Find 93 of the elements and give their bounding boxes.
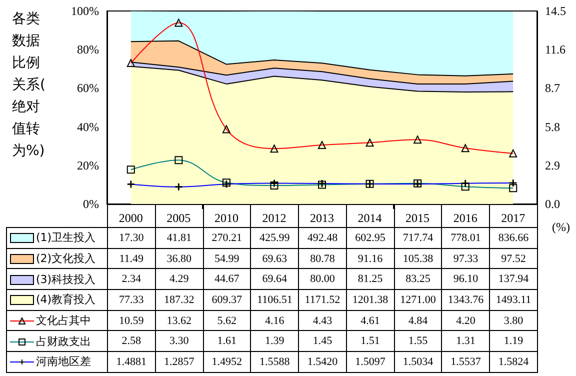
text: 137.94 [490, 268, 538, 290]
x-tick-label: 2012 [262, 211, 286, 225]
text: 97.52 [490, 248, 538, 269]
legend-label: 占财政支出 [36, 334, 91, 348]
text: 69.64 [250, 268, 299, 290]
data-label: 3.30 [155, 330, 204, 352]
text: 80.78 [298, 248, 346, 269]
data-label: 4.20 [442, 310, 490, 331]
data-label: 4.84 [394, 310, 442, 331]
data-label: 4.43 [298, 310, 346, 331]
data-label: 1.55 [394, 330, 442, 352]
text: 4.29 [155, 268, 204, 290]
x-tick-label: 2005 [166, 211, 191, 225]
x-tick-label: 2017 [501, 211, 526, 225]
data-label: 1.31 [442, 330, 490, 352]
data-label: 1.45 [298, 330, 346, 352]
data-label: 1.5097 [346, 352, 394, 372]
text: 69.63 [250, 248, 299, 269]
y2-tick-label: 14.5 [545, 4, 566, 18]
data-label: 10.59 [108, 310, 156, 331]
data-label: 1.5824 [490, 352, 538, 372]
data-label: 13.62 [155, 310, 204, 331]
text: 836.66 [490, 228, 538, 248]
data-label: 3.80 [490, 310, 538, 331]
legend-label: (4)教育投入 [36, 293, 96, 306]
text: 425.99 [250, 228, 299, 248]
data-label: 1.5537 [442, 352, 490, 372]
text: 83.25 [394, 268, 442, 290]
y-tick-label: 0% [83, 197, 99, 211]
y2-axis-title: (%) [552, 220, 570, 234]
data-label: 1.4881 [108, 352, 156, 372]
text: 1171.52 [298, 290, 346, 310]
x-tick-label: 2013 [310, 211, 334, 225]
y-tick-label: 80% [77, 42, 99, 57]
text: 96.10 [442, 268, 490, 290]
data-label: 1.61 [203, 330, 251, 352]
data-label: 5.62 [203, 310, 251, 331]
text: 97.33 [442, 248, 490, 269]
text: 602.95 [346, 228, 394, 248]
text: 11.49 [108, 248, 156, 269]
y2-tick-label: 11.6 [545, 42, 566, 57]
legend-label: 河南地区差 [36, 355, 91, 368]
legend-label: 文化占其中 [36, 314, 91, 328]
text: 77.33 [108, 290, 156, 310]
data-label: 1.5588 [250, 352, 299, 372]
x-tick-label: 2014 [358, 211, 382, 225]
y-axis-title: 各类数据比例关系(绝对值转为%) [12, 11, 46, 159]
text: 91.16 [346, 248, 394, 269]
data-label: 1.5420 [298, 352, 346, 372]
y2-tick-label: 2.9 [545, 158, 560, 172]
y2-tick-label: 5.8 [545, 120, 560, 134]
text: 1343.76 [442, 290, 490, 310]
text: 1271.00 [394, 290, 442, 310]
data-label: 4.16 [250, 310, 299, 331]
text: 778.01 [442, 228, 490, 248]
text: 187.32 [155, 290, 204, 310]
data-label: 4.61 [346, 310, 394, 331]
data-label: 1.5034 [394, 352, 442, 372]
data-label: 1.2857 [155, 352, 204, 372]
text: 1106.51 [250, 290, 299, 310]
y-tick-label: 20% [77, 158, 99, 172]
legend-label: (2)文化投入 [36, 252, 96, 266]
text: 492.48 [298, 228, 346, 248]
data-label: 1.39 [250, 330, 299, 352]
y-tick-label: 60% [77, 81, 99, 96]
text: 1493.11 [490, 290, 538, 310]
x-tick-label: 2010 [214, 211, 238, 225]
x-tick-label: 2000 [118, 211, 143, 225]
x-tick-label: 2016 [453, 211, 478, 225]
text: 17.30 [108, 228, 156, 248]
text: 54.99 [203, 248, 251, 269]
data-label: 1.4952 [203, 352, 251, 372]
y2-tick-label: 0.0 [545, 197, 560, 211]
text: 1201.38 [346, 290, 394, 310]
text: 36.80 [155, 248, 204, 269]
legend-label: (1)卫生投入 [36, 231, 96, 244]
legend-label: (3)科技投入 [36, 272, 96, 286]
y2-tick-label: 8.7 [545, 81, 560, 96]
text: 80.00 [298, 268, 346, 290]
y-tick-label: 100% [71, 4, 99, 18]
text: 44.67 [203, 268, 251, 290]
data-label: 2.58 [108, 330, 156, 352]
text: 2.34 [108, 268, 156, 290]
text: 105.38 [394, 248, 442, 269]
text: 41.81 [155, 228, 204, 248]
data-label: 1.19 [490, 330, 538, 352]
data-label: 1.51 [346, 330, 394, 352]
x-tick-label: 2015 [406, 211, 430, 225]
text: 609.37 [203, 290, 251, 310]
text: 270.21 [203, 228, 251, 248]
y-tick-label: 40% [77, 120, 99, 134]
text: 717.74 [394, 228, 442, 248]
text: 81.25 [346, 268, 394, 290]
